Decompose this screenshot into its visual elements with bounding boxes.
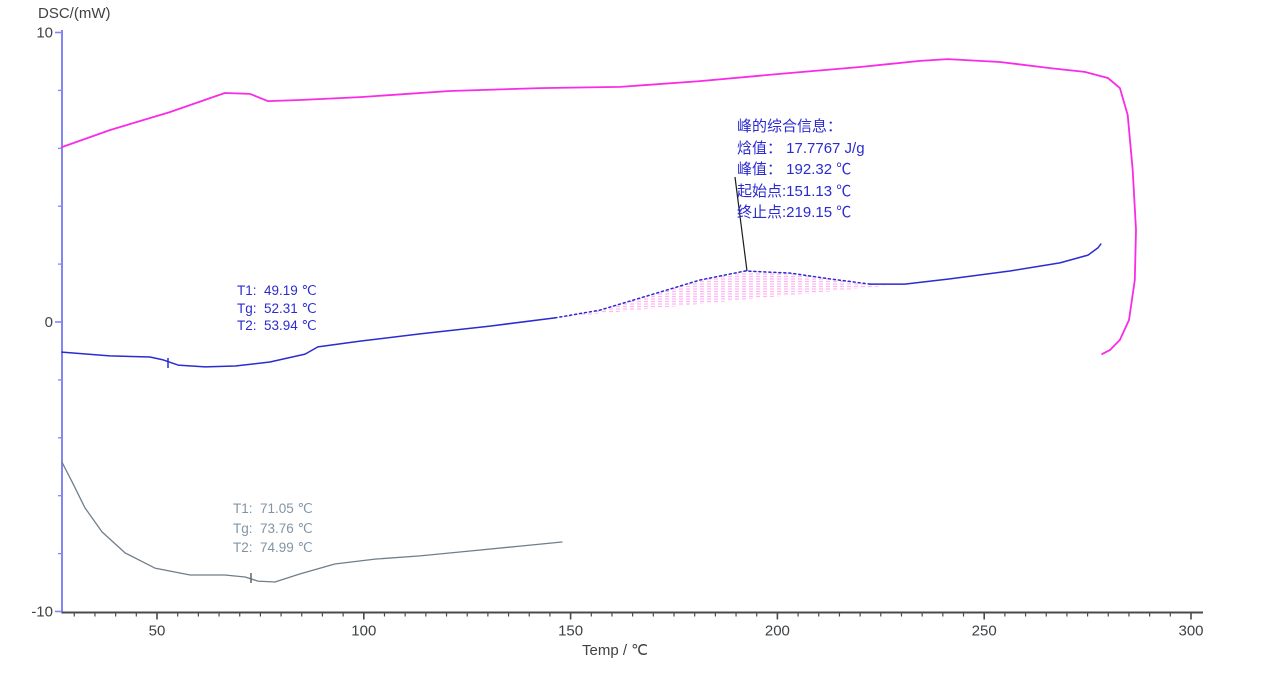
cooling-curve [61,58,1137,356]
annotation-line: T1: 71.05 ℃ [233,501,313,516]
annotation-line: Tg: 52.31 ℃ [237,300,317,316]
annotation-line: 峰值： 192.32 ℃ [737,161,852,178]
annotation-line: 峰的综合信息： [737,118,843,135]
peak-integration-area [554,271,905,318]
annotation-tg-marks-run1: T1: 71.05 ℃ Tg: 73.76 ℃ T2: 74.99 ℃ [233,499,313,558]
x-tick-label: 150 [558,623,583,640]
second-heating-curve-dotted-peak [554,270,871,319]
y-tick-label: 0 [45,314,53,331]
y-tick-label: -10 [31,604,53,621]
y-axis-title: DSC/(mW) [38,5,111,22]
peak-leader-line [734,176,748,272]
x-tick-label: 200 [765,623,790,640]
annotation-line: Tg: 73.76 ℃ [233,520,313,536]
annotation-line: 起始点:151.13 ℃ [737,182,852,200]
annotation-line: 焓值： 17.7767 J/g [737,139,865,157]
x-axis-title: Temp / ℃ [581,642,649,659]
x-tick-label: 100 [351,623,376,640]
second-heating-curve-solid-start [61,317,556,368]
annotation-tg-marks-run2: T1: 49.19 ℃ Tg: 52.31 ℃ T2: 53.94 ℃ [237,282,317,335]
annotation-line: T1: 49.19 ℃ [237,283,317,298]
series-curves [61,58,1137,583]
second-heating-curve-solid-end [869,243,1102,285]
curve-markers-and-leaders [167,176,748,583]
annotation-line: T2: 53.94 ℃ [237,318,317,333]
y-tick-label: 10 [36,25,53,42]
annotation-line: T2: 74.99 ℃ [233,540,313,555]
x-tick-label: 50 [149,623,166,640]
annotation-peak-info: 峰的综合信息： 焓值： 17.7767 J/g 峰值： 192.32 ℃ 起始点:15… [737,116,865,224]
annotation-line: 终止点:219.15 ℃ [737,204,852,221]
x-tick-label: 300 [1178,623,1203,640]
peak-hatch-area [554,271,905,318]
x-tick-label: 250 [972,623,997,640]
